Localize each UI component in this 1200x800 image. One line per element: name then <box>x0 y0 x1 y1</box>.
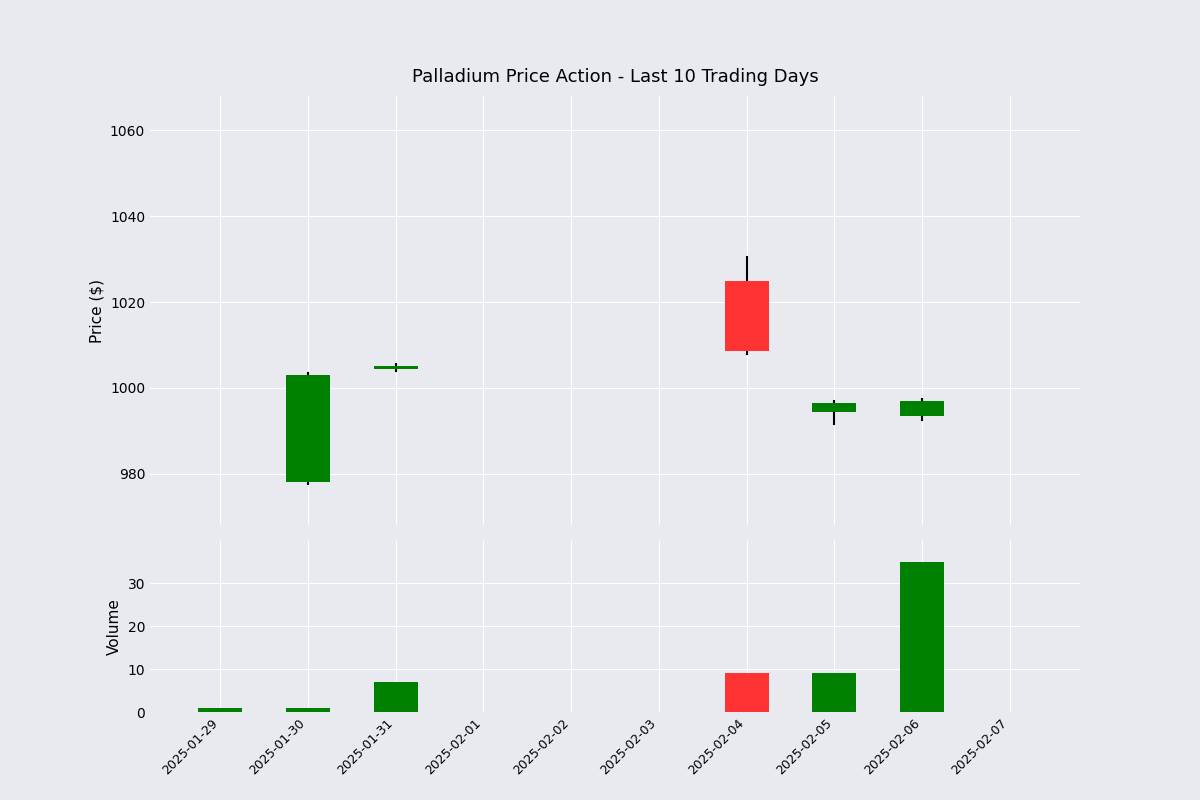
Bar <box>812 674 857 712</box>
FancyBboxPatch shape <box>198 555 242 560</box>
Y-axis label: Price ($): Price ($) <box>89 278 104 342</box>
FancyBboxPatch shape <box>900 401 944 416</box>
Bar <box>286 708 330 712</box>
Bar <box>373 682 418 712</box>
Bar <box>198 708 242 712</box>
Bar <box>725 674 768 712</box>
FancyBboxPatch shape <box>373 366 418 369</box>
FancyBboxPatch shape <box>286 375 330 482</box>
Bar <box>900 562 944 712</box>
Title: Palladium Price Action - Last 10 Trading Days: Palladium Price Action - Last 10 Trading… <box>412 68 818 86</box>
FancyBboxPatch shape <box>725 281 768 351</box>
FancyBboxPatch shape <box>812 403 857 411</box>
Y-axis label: Volume: Volume <box>107 598 122 654</box>
